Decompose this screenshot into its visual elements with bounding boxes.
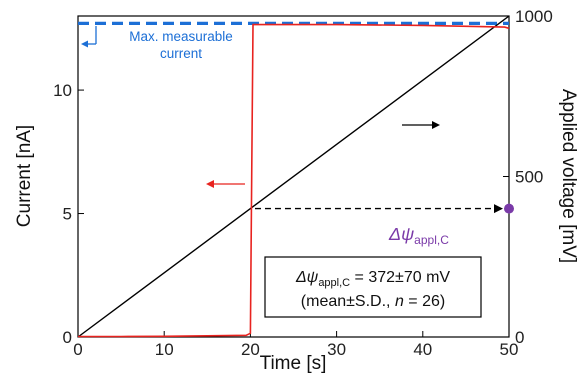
y-left-tick-label: 0 xyxy=(63,328,72,347)
max-current-label-1: Max. measurable xyxy=(129,29,233,44)
box-delta-psi-symbol: Δψ xyxy=(295,269,319,286)
x-tick-label: 0 xyxy=(73,340,82,359)
box-delta-psi-sub: appl,C xyxy=(318,277,350,289)
voltage-axis-arrow-head xyxy=(432,121,440,129)
box-mean-sd: (mean±S.D., xyxy=(301,293,395,310)
result-box-line-1: Δψappl,C = 372±70 mV xyxy=(295,269,450,289)
max-current-label-2: current xyxy=(160,46,202,61)
crossing-arrow-head xyxy=(494,204,503,214)
x-tick-label: 20 xyxy=(241,340,260,359)
result-box-line-2: (mean±S.D., n = 26) xyxy=(301,293,445,310)
delta-psi-sub: appl,C xyxy=(414,233,449,247)
y-axis-right-label: Applied voltage [mV] xyxy=(558,89,579,263)
box-n: n xyxy=(395,293,404,310)
y-right-tick-label: 0 xyxy=(515,328,524,347)
current-series xyxy=(78,23,510,338)
applied-voltage-series xyxy=(77,15,510,338)
delta-psi-label: Δψappl,C xyxy=(388,224,449,247)
delta-psi-symbol: Δψ xyxy=(388,224,414,244)
max-current-arrow-head xyxy=(81,40,88,48)
y-left-tick-label: 10 xyxy=(53,81,72,100)
x-tick-label: 10 xyxy=(155,340,174,359)
x-axis-label: Time [s] xyxy=(260,353,327,374)
y-right-tick-label: 500 xyxy=(515,168,543,187)
current-axis-arrow-head xyxy=(206,180,214,188)
y-axis-left-label: Current [nA] xyxy=(14,125,35,227)
delta-psi-marker xyxy=(504,203,514,214)
x-tick-label: 30 xyxy=(327,340,346,359)
x-tick-label: 50 xyxy=(500,340,519,359)
x-tick-label: 40 xyxy=(413,340,432,359)
y-left-tick-label: 5 xyxy=(63,205,72,224)
box-value: = 372±70 mV xyxy=(350,269,450,286)
y-right-tick-label: 1000 xyxy=(515,7,553,26)
box-n-value: = 26) xyxy=(404,293,445,310)
result-box xyxy=(264,256,482,318)
